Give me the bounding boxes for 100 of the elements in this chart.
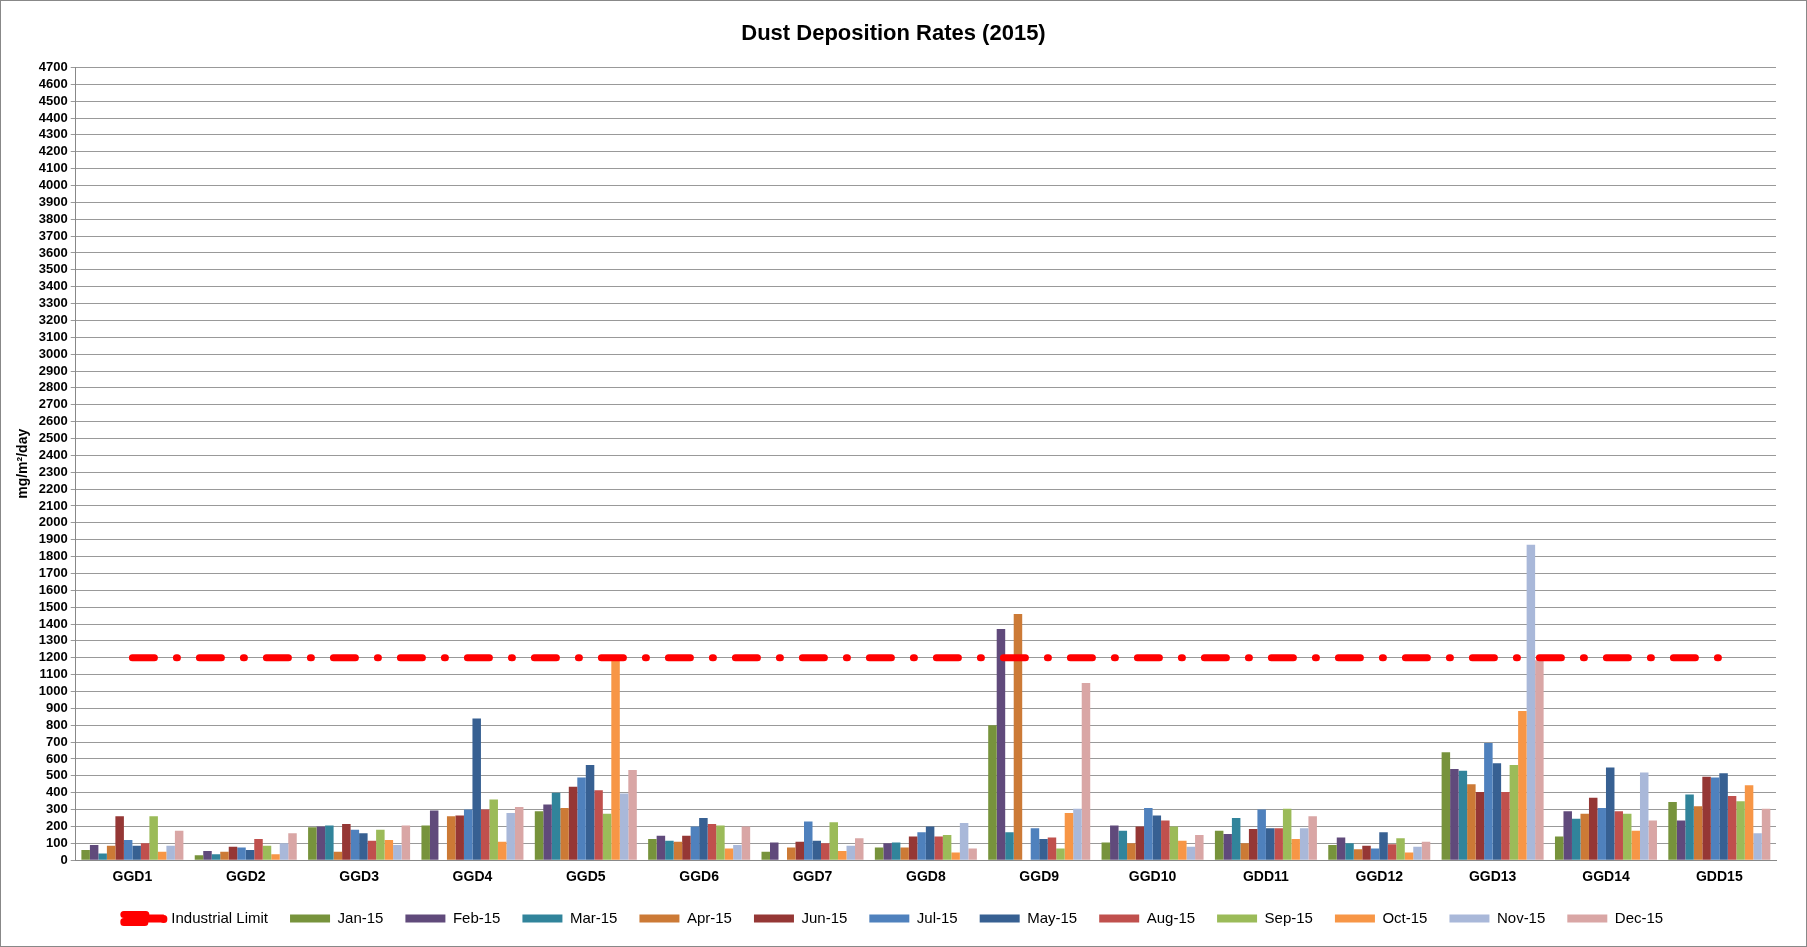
y-tick-label: 300 xyxy=(46,801,68,817)
bar xyxy=(1501,791,1510,860)
x-tick-label: GGD3 xyxy=(339,868,380,885)
y-tick-label: 1200 xyxy=(38,649,68,665)
x-tick-label: GGD2 xyxy=(225,868,266,885)
bar xyxy=(376,829,385,860)
bar xyxy=(1240,843,1249,860)
bar xyxy=(585,764,595,860)
bar xyxy=(81,850,90,860)
y-tick-label: 3000 xyxy=(38,345,68,361)
bar xyxy=(367,840,377,860)
bar xyxy=(421,825,430,860)
bar xyxy=(429,810,439,860)
bar xyxy=(611,659,620,860)
y-tick-label: 3100 xyxy=(38,328,68,344)
bar xyxy=(262,845,272,860)
bar xyxy=(551,792,561,860)
y-tick-label: 3500 xyxy=(38,261,68,277)
y-tick-label: 0 xyxy=(60,851,68,867)
bar xyxy=(1370,848,1380,860)
bar xyxy=(829,822,839,860)
bar xyxy=(1554,836,1564,860)
y-tick-label: 4700 xyxy=(38,58,68,74)
legend-label: Oct-15 xyxy=(1382,908,1428,926)
bar xyxy=(1195,834,1204,860)
legend-label: Jul-15 xyxy=(916,908,958,926)
bar xyxy=(1282,808,1292,860)
bar xyxy=(1127,843,1136,860)
bar xyxy=(1186,846,1196,860)
bar xyxy=(1526,544,1536,860)
y-tick-label: 1900 xyxy=(38,531,68,547)
legend-label: Nov-15 xyxy=(1496,908,1546,926)
y-tick-label: 3400 xyxy=(38,278,68,294)
bar xyxy=(98,853,107,860)
bar xyxy=(1563,811,1572,860)
bar xyxy=(1597,807,1606,860)
bar xyxy=(1336,837,1346,860)
bar xyxy=(228,846,238,860)
y-tick-label: 2600 xyxy=(38,413,68,429)
y-tick-label: 3600 xyxy=(38,244,68,260)
bar xyxy=(316,826,326,860)
y-tick-label: 700 xyxy=(46,733,68,749)
bar xyxy=(1169,826,1179,860)
bar xyxy=(908,836,918,860)
bar xyxy=(795,841,805,860)
bar xyxy=(506,812,515,860)
bar xyxy=(560,807,569,860)
bar xyxy=(245,850,255,860)
bar xyxy=(1605,767,1615,860)
x-tick-label: GGD5 xyxy=(565,868,606,885)
bar xyxy=(1693,806,1703,860)
bar xyxy=(1727,796,1737,860)
x-tick-label: GGD7 xyxy=(792,868,833,885)
bar xyxy=(1013,613,1023,860)
bar xyxy=(682,835,691,860)
bar xyxy=(106,845,116,860)
bar xyxy=(577,777,586,860)
y-tick-label: 2200 xyxy=(38,480,68,496)
bar xyxy=(149,816,158,860)
bar xyxy=(707,823,717,860)
y-tick-label: 3200 xyxy=(38,312,68,327)
bar xyxy=(1299,828,1309,860)
bar xyxy=(401,825,411,860)
bar xyxy=(514,807,524,860)
bar xyxy=(446,816,456,860)
bar xyxy=(132,845,141,860)
bar xyxy=(140,843,150,860)
bar xyxy=(1110,825,1119,860)
bar xyxy=(384,839,394,860)
legend-label: Aug-15 xyxy=(1146,908,1196,926)
bar xyxy=(716,825,725,860)
bar xyxy=(761,851,770,860)
bar xyxy=(996,629,1006,860)
bar xyxy=(787,847,796,860)
bar xyxy=(203,850,212,860)
bar xyxy=(1223,834,1232,860)
bar xyxy=(1214,830,1224,860)
y-tick-label: 2800 xyxy=(38,379,68,395)
legend-label: Apr-15 xyxy=(686,908,732,926)
bar xyxy=(1648,820,1657,860)
bar xyxy=(480,809,490,860)
y-tick-label: 2000 xyxy=(38,514,68,530)
bar xyxy=(1231,818,1241,860)
bar xyxy=(1518,710,1527,860)
bar xyxy=(237,847,246,860)
bar xyxy=(1144,807,1153,860)
bar xyxy=(393,845,402,860)
bar xyxy=(628,769,637,860)
bar xyxy=(1345,843,1354,860)
bar xyxy=(900,847,909,860)
bar xyxy=(157,851,167,860)
y-tick-label: 600 xyxy=(46,750,68,766)
bar xyxy=(1178,840,1187,860)
bar xyxy=(174,830,184,860)
bar xyxy=(855,838,864,860)
y-tick-label: 500 xyxy=(46,767,68,783)
bar xyxy=(1753,833,1762,860)
y-tick-label: 3300 xyxy=(38,295,68,311)
y-tick-label: 1400 xyxy=(38,615,68,631)
bar xyxy=(166,845,175,860)
